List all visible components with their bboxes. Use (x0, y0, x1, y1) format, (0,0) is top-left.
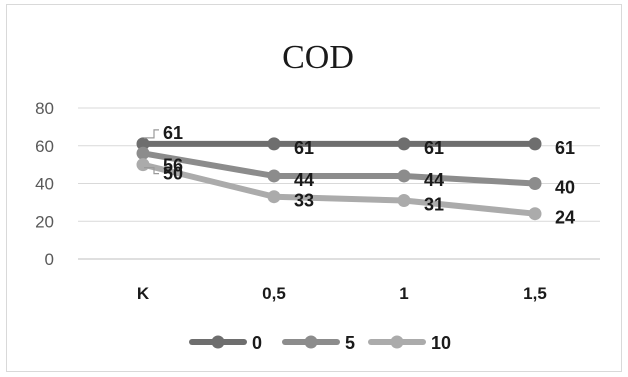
data-label-5: 44 (424, 170, 444, 190)
data-point-5 (528, 177, 542, 190)
data-label-10: 33 (294, 191, 314, 211)
chart-frame (6, 4, 622, 372)
data-label-5: 40 (555, 178, 575, 198)
series-line-5 (140, 150, 538, 187)
data-point-5 (397, 169, 411, 183)
leader-line (144, 167, 159, 175)
y-tick-label-60: 60 (35, 137, 54, 156)
data-point-5 (267, 169, 281, 183)
data-label-5: 44 (294, 170, 314, 190)
y-tick-label-80: 80 (35, 99, 54, 118)
chart-title: COD (282, 39, 354, 76)
y-tick-label-0: 0 (45, 250, 54, 269)
data-label-10: 24 (555, 208, 575, 228)
data-label-5: 56 (163, 155, 183, 175)
data-label-0: 61 (424, 138, 444, 158)
x-tick-label: 1 (399, 284, 408, 303)
data-point-0 (397, 137, 411, 151)
series-group (136, 137, 542, 221)
data-point-0 (528, 137, 542, 151)
legend-marker-10 (390, 335, 404, 349)
data-point-0 (267, 137, 281, 151)
legend-label-0: 0 (252, 333, 262, 353)
data-label-10: 31 (424, 194, 444, 214)
legend: 0 5 10 (189, 333, 451, 353)
legend-marker-5 (304, 335, 318, 349)
x-axis: K 0,5 1 1,5 (137, 284, 547, 303)
y-tick-label-20: 20 (35, 212, 54, 231)
x-tick-label: K (137, 284, 150, 303)
data-labels: 61 61 61 61 56 44 44 40 50 33 31 24 (144, 123, 575, 228)
y-tick-label-40: 40 (35, 175, 54, 194)
legend-marker-0 (211, 335, 225, 349)
data-point-10 (528, 207, 542, 221)
data-label-0: 61 (163, 123, 183, 143)
legend-label-5: 5 (345, 333, 355, 353)
data-point-10 (267, 190, 281, 204)
data-point-5 (136, 146, 150, 160)
series-line-10 (140, 161, 538, 217)
legend-label-10: 10 (431, 333, 451, 353)
data-label-0: 61 (555, 138, 575, 158)
data-label-10: 50 (163, 164, 183, 184)
leader-line (144, 129, 159, 139)
gridlines (78, 107, 600, 260)
data-point-0 (136, 137, 150, 151)
data-point-10 (136, 158, 150, 172)
data-label-0: 61 (294, 138, 314, 158)
x-tick-label: 0,5 (262, 284, 286, 303)
x-tick-label: 1,5 (523, 284, 547, 303)
y-axis: 0 20 40 60 80 (35, 99, 54, 269)
data-point-10 (397, 193, 411, 207)
